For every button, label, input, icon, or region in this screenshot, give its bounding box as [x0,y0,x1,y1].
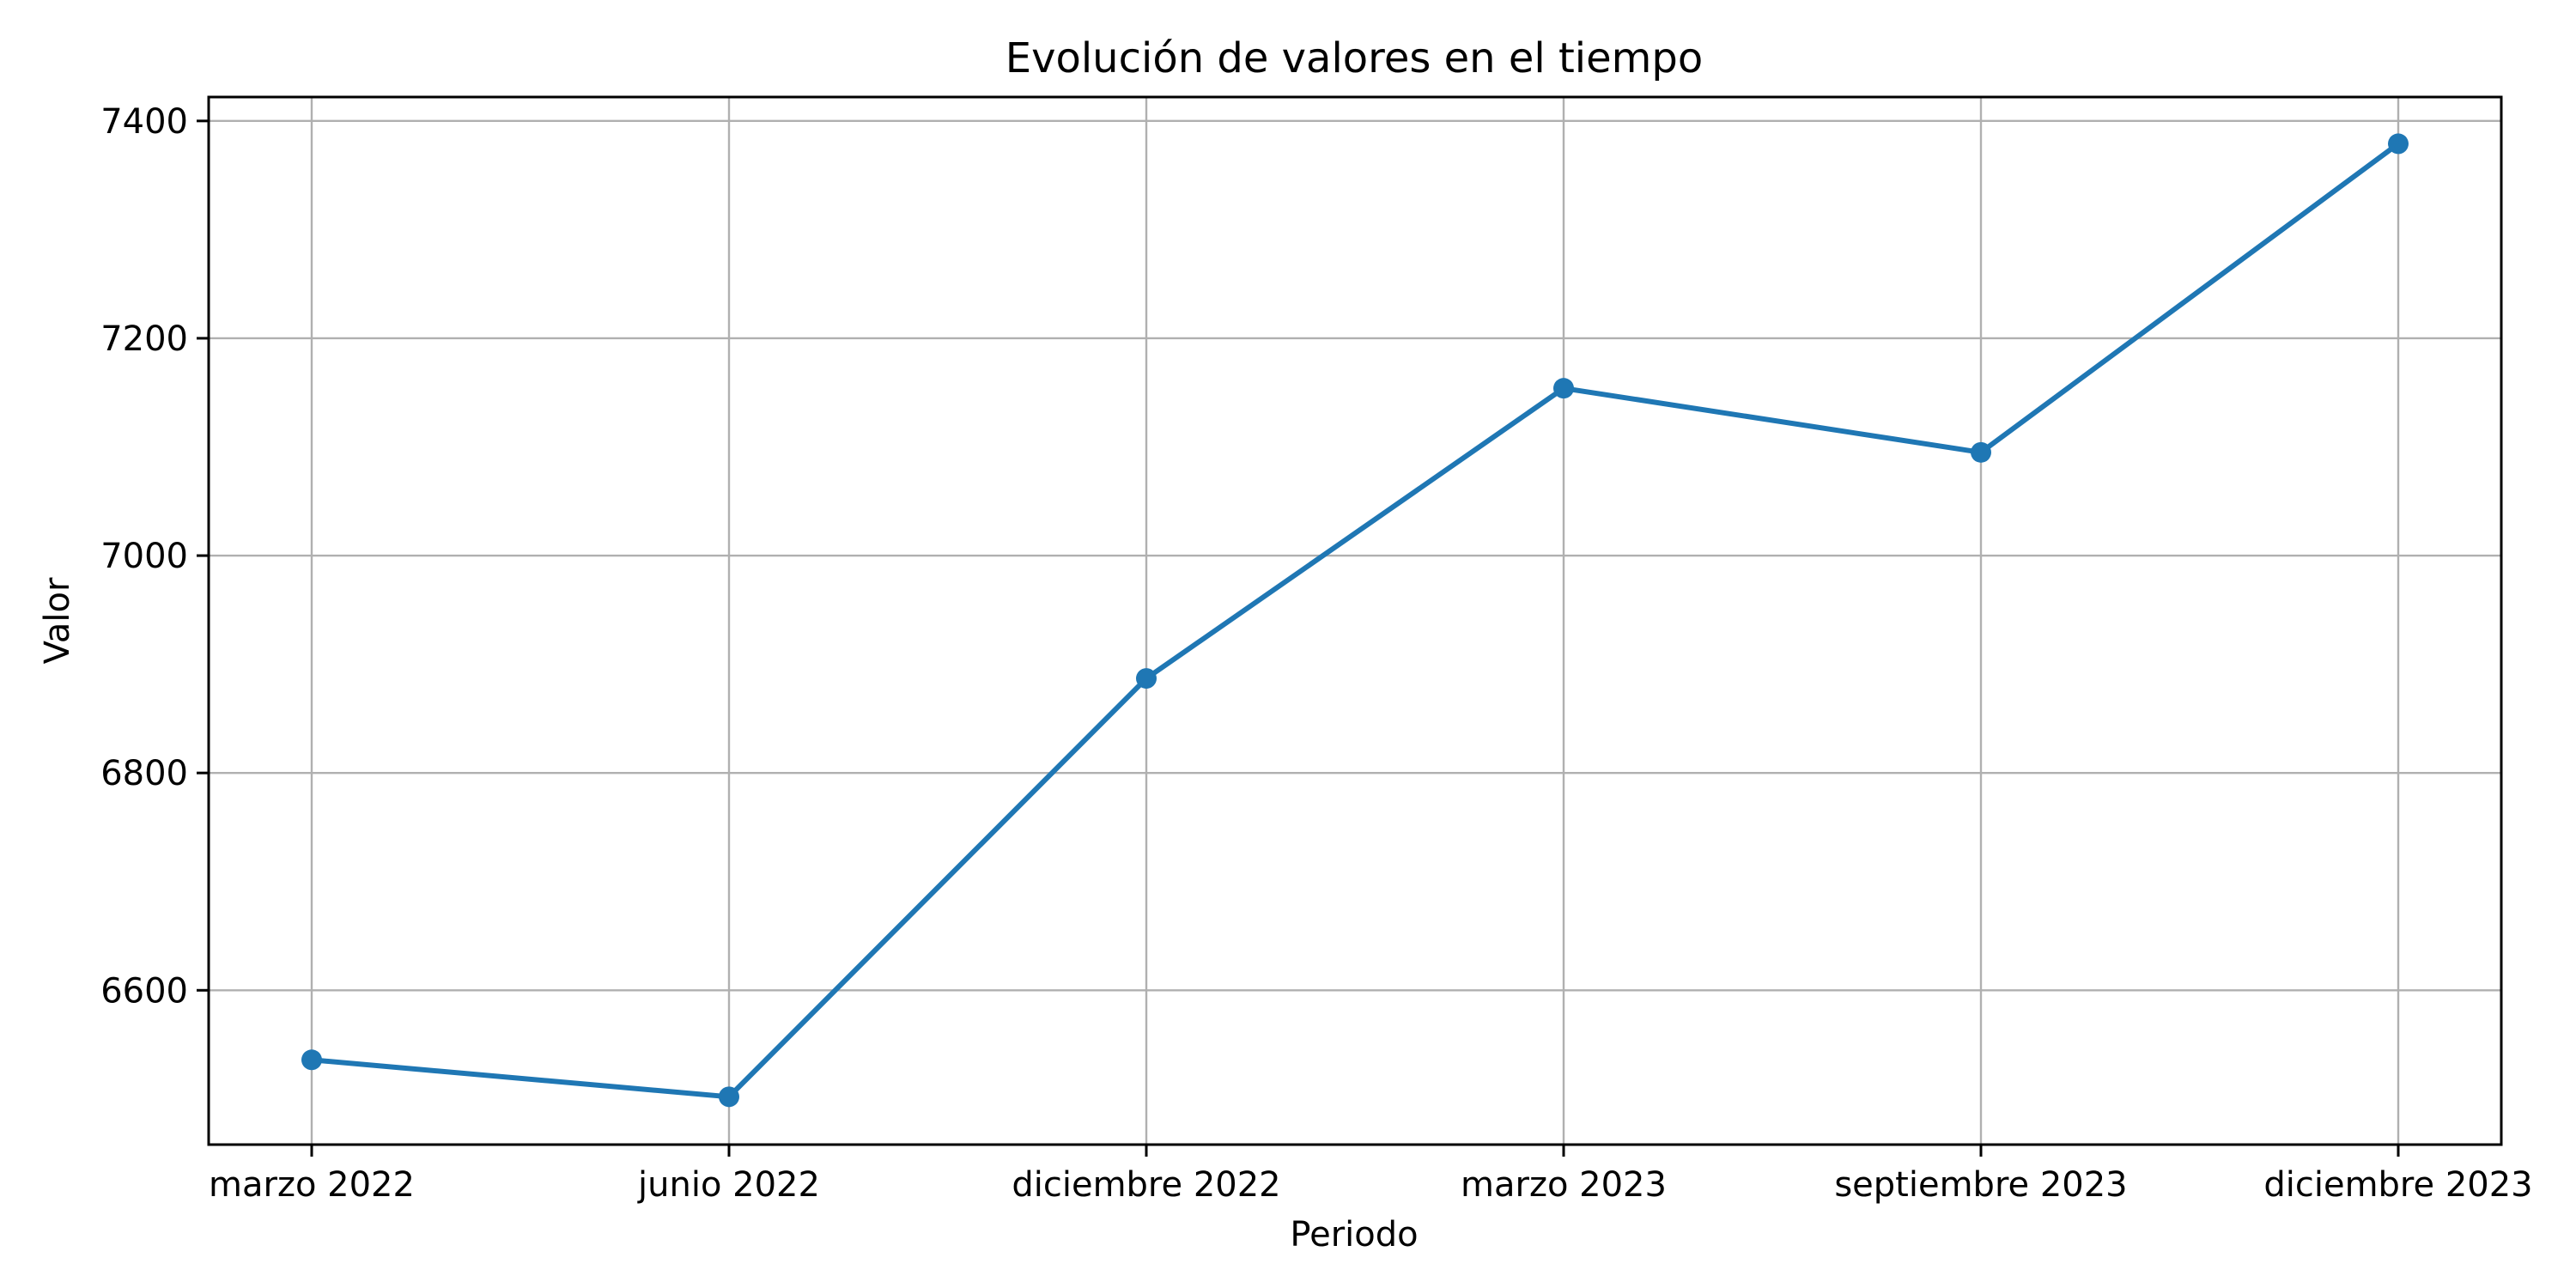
x-tick-label: marzo 2022 [209,1165,415,1205]
data-point [2388,133,2409,155]
data-point [301,1049,322,1071]
series-line [309,141,2401,1100]
plot-frame [207,95,2503,1146]
data-point [1136,668,1157,690]
axis-ticks: marzo 2022 junio 2022 diciembre 2022 marzo … [100,102,2532,1205]
y-axis-title: Valor [38,577,77,664]
y-tick-label: 7000 [100,537,188,576]
data-point [719,1086,739,1108]
chart-title: Evolución de valores en el tiempo [1005,34,1704,82]
x-tick-label: diciembre 2023 [2263,1165,2532,1205]
x-tick-label: diciembre 2022 [1012,1165,1280,1205]
data-point [1553,378,1574,399]
y-tick-label: 6800 [100,754,188,793]
x-axis-title: Periodo [1290,1215,1418,1255]
y-tick-label: 7200 [100,319,188,359]
data-point [1971,441,1991,463]
series-layer [301,133,2409,1108]
x-tick-label: septiembre 2023 [1834,1165,2127,1205]
y-tick-label: 7400 [100,102,188,142]
y-tick-label: 6600 [100,971,188,1011]
x-tick-label: junio 2022 [637,1165,820,1205]
grid-lines [209,97,2501,1145]
x-tick-label: marzo 2023 [1461,1165,1667,1205]
